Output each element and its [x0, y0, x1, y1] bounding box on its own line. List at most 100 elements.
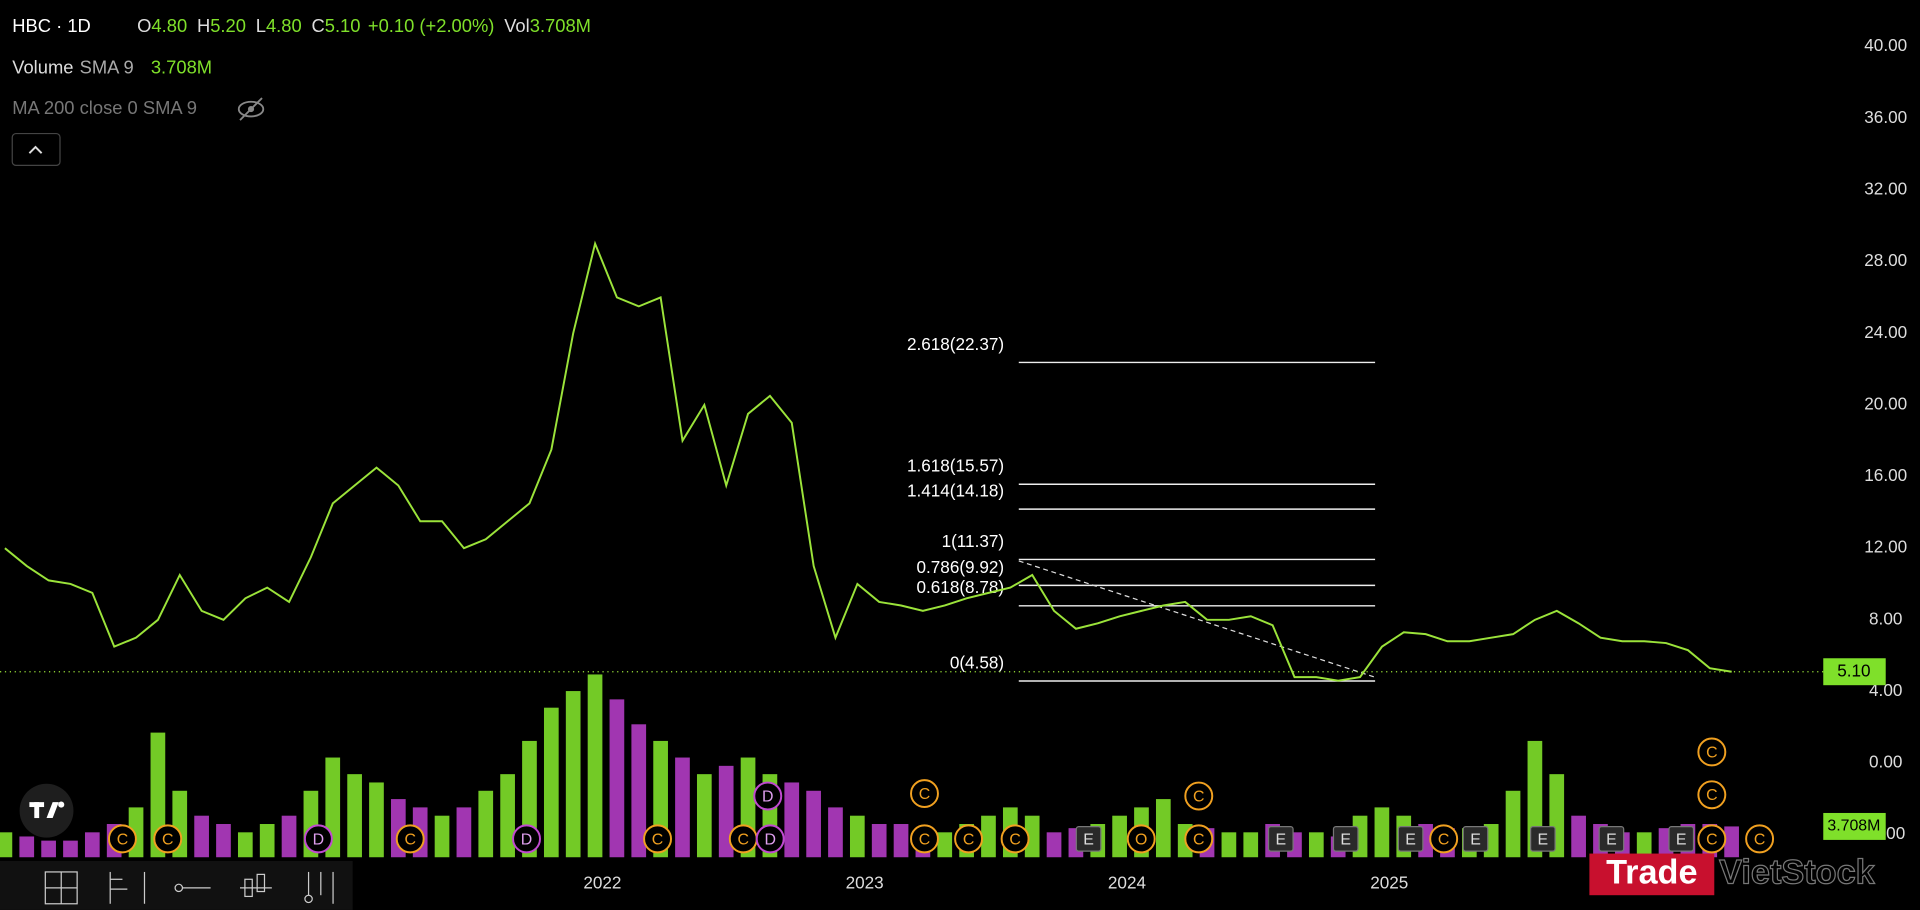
event-earnings — [1598, 826, 1625, 852]
event-label[interactable]: C — [1706, 831, 1718, 848]
volume-bar — [609, 699, 625, 858]
event-label[interactable]: E — [1606, 831, 1617, 848]
volume-bar — [631, 724, 647, 858]
event-marker — [1697, 780, 1727, 810]
event-label[interactable]: D — [762, 788, 774, 805]
volume-bar — [1308, 832, 1324, 858]
event-marker — [643, 824, 672, 854]
x-tick-label: 2023 — [846, 873, 884, 893]
event-marker — [1697, 824, 1727, 854]
volume-bar — [1571, 815, 1586, 858]
volume-bar — [1221, 832, 1237, 858]
event-label[interactable]: C — [404, 831, 416, 848]
event-label[interactable]: C — [963, 831, 975, 848]
volume-bar — [84, 832, 100, 858]
event-label[interactable]: C — [1193, 788, 1205, 805]
vol-value: 3.708M — [530, 15, 591, 36]
last-volume-label: 3.708M — [1827, 818, 1880, 835]
volume-bar — [259, 824, 275, 858]
event-earnings — [1462, 826, 1489, 852]
volume-bar — [1636, 832, 1652, 858]
trend-line — [1018, 560, 1376, 678]
event-label[interactable]: C — [1754, 831, 1766, 848]
event-marker — [910, 824, 939, 854]
volume-bar — [478, 790, 494, 858]
fib-label: 1(11.37) — [942, 531, 1005, 551]
vol-key: Vol — [504, 15, 530, 36]
event-label[interactable]: C — [1706, 787, 1718, 804]
event-marker — [108, 824, 137, 854]
event-label[interactable]: C — [1706, 744, 1718, 761]
event-label[interactable]: D — [764, 831, 776, 848]
volume-bar — [456, 807, 472, 858]
ohlc-value: 4.80 — [266, 15, 302, 36]
event-marker — [303, 824, 333, 854]
event-label[interactable]: E — [1083, 831, 1094, 848]
event-label[interactable]: C — [919, 786, 931, 803]
watermark-left: Trade — [1606, 853, 1697, 891]
event-earnings — [1075, 826, 1102, 852]
ohlc-key: L — [256, 15, 266, 36]
price-line — [4, 240, 1732, 682]
event-label[interactable]: C — [1009, 831, 1021, 848]
volume-bar — [194, 815, 209, 858]
volume-bar — [937, 832, 953, 858]
volume-bar — [871, 824, 887, 858]
volume-bar — [63, 840, 78, 858]
legend-volume-value: 3.708M — [151, 57, 212, 78]
event-label[interactable]: D — [521, 831, 533, 848]
last-price-box — [1823, 658, 1886, 686]
hide-icon[interactable] — [237, 97, 265, 121]
event-earnings — [1530, 826, 1556, 852]
event-label[interactable]: E — [1538, 831, 1549, 848]
volume-bar — [1374, 807, 1390, 858]
fib-label: 2.618(22.37) — [907, 334, 1004, 354]
event-label[interactable]: C — [919, 831, 931, 848]
logo[interactable] — [19, 783, 74, 838]
volume-bar — [347, 774, 362, 858]
volume-bar — [565, 691, 581, 858]
event-label[interactable]: E — [1276, 831, 1287, 848]
tool-crosshair[interactable] — [44, 871, 78, 905]
tool-bars[interactable] — [109, 871, 146, 904]
event-label[interactable]: E — [1676, 831, 1687, 848]
event-label[interactable]: C — [1438, 831, 1450, 848]
change: +0.10 (+2.00%) — [368, 15, 495, 36]
last-volume-box — [1823, 812, 1886, 840]
x-tick-label: 2024 — [1108, 873, 1147, 893]
ohlc-key: H — [197, 15, 210, 36]
volume-bar — [237, 832, 253, 858]
event-marker — [910, 779, 939, 809]
volume-bar — [784, 782, 800, 858]
symbol: HBC · 1D — [12, 15, 91, 36]
event-label[interactable]: E — [1470, 831, 1481, 848]
event-label[interactable]: C — [1193, 831, 1205, 848]
collapse-button[interactable] — [11, 132, 61, 167]
event-label[interactable]: E — [1405, 831, 1416, 848]
fib-label: 0(4.58) — [950, 652, 1004, 672]
tool-line[interactable] — [174, 883, 211, 893]
event-marker — [1000, 824, 1030, 854]
volume-bar — [500, 774, 515, 858]
event-label[interactable]: C — [117, 831, 129, 848]
event-marker — [753, 781, 783, 811]
event-label[interactable]: D — [313, 831, 325, 848]
event-earnings — [1397, 826, 1424, 852]
event-marker — [395, 824, 425, 854]
fib-label: 0.618(8.78) — [916, 577, 1004, 597]
y-tick-label: 8.00 — [1869, 608, 1902, 628]
event-label[interactable]: C — [738, 831, 750, 848]
fib-label: 1.414(14.18) — [907, 480, 1004, 500]
tool-path[interactable] — [304, 871, 334, 904]
event-marker — [1126, 824, 1156, 854]
event-label[interactable]: O — [1135, 831, 1147, 848]
event-label[interactable]: C — [652, 831, 664, 848]
y-tick-label: 20.00 — [1864, 393, 1907, 413]
event-label[interactable]: E — [1340, 831, 1351, 848]
event-earnings — [1332, 826, 1359, 852]
event-label[interactable]: C — [162, 831, 173, 848]
volume-bar — [281, 815, 297, 858]
tool-candles[interactable] — [240, 873, 272, 898]
watermark-right: VietStock — [1719, 853, 1875, 891]
